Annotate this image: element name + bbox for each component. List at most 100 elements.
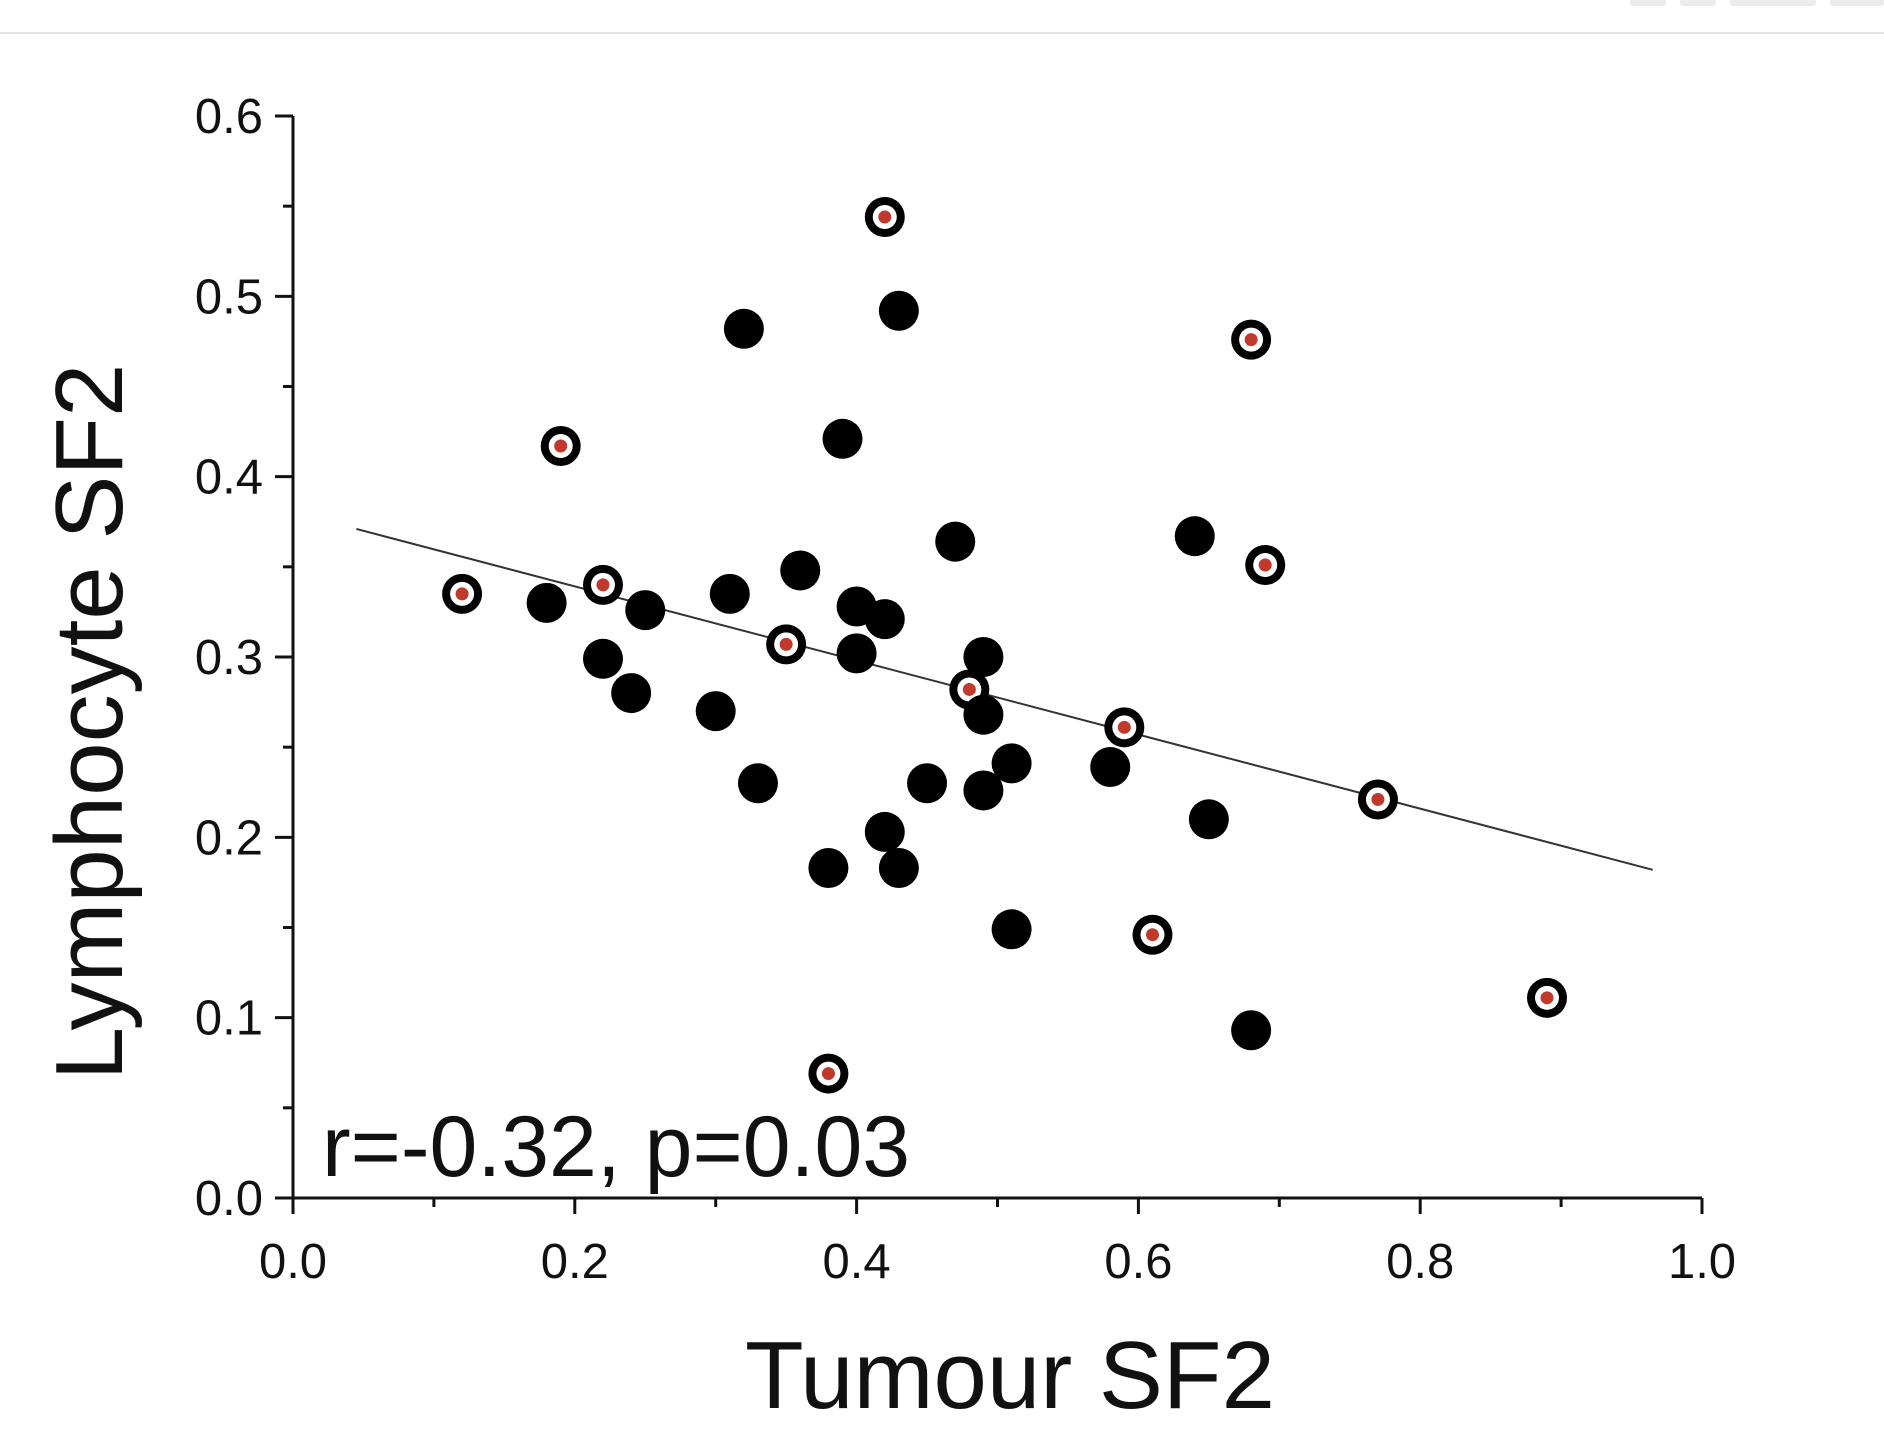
data-point-marker <box>822 418 863 459</box>
data-point-center <box>596 578 610 592</box>
data-point <box>625 590 666 631</box>
correlation-annotation: r=-0.32, p=0.03 <box>322 1099 910 1195</box>
data-point-marker <box>991 743 1032 784</box>
x-tick-label: 0.4 <box>823 1235 891 1289</box>
data-point-marker <box>695 691 736 732</box>
data-point-marker <box>864 811 905 852</box>
data-point <box>963 694 1004 735</box>
data-point-marker <box>1188 799 1229 840</box>
data-point-center <box>1145 928 1159 942</box>
x-tick-label: 0.2 <box>541 1235 609 1289</box>
data-point <box>963 637 1004 677</box>
data-point-marker <box>611 673 652 714</box>
data-point-center <box>1117 720 1131 734</box>
y-tick-label: 0.5 <box>195 270 263 324</box>
data-point <box>1132 914 1173 955</box>
data-point <box>723 308 764 349</box>
data-point <box>540 426 581 467</box>
data-point-marker <box>526 582 567 623</box>
data-point-marker <box>991 909 1032 950</box>
data-points <box>442 196 1568 1094</box>
data-point <box>1104 707 1145 748</box>
data-point <box>878 290 919 331</box>
data-point <box>1527 977 1568 1018</box>
data-point-marker <box>963 770 1004 811</box>
x-tick-label: 0.6 <box>1104 1235 1172 1289</box>
data-point <box>864 811 905 852</box>
regression-line-group <box>356 527 1653 871</box>
x-axis-ticks: 0.0 0.2 0.4 0.6 0.8 1.0 <box>259 1198 1736 1289</box>
data-point <box>907 763 948 804</box>
data-point-marker <box>878 290 919 331</box>
x-tick-label: 0.8 <box>1386 1235 1454 1289</box>
y-tick-label: 0.1 <box>195 992 263 1046</box>
data-point-marker <box>625 590 666 631</box>
y-tick-label: 0.4 <box>195 451 263 505</box>
data-point-center <box>1371 792 1385 806</box>
data-point <box>864 599 905 640</box>
data-point <box>582 564 623 605</box>
data-point-marker <box>808 847 849 888</box>
data-point <box>991 743 1032 784</box>
y-tick-label: 0.3 <box>195 631 263 685</box>
data-point-marker <box>907 763 948 804</box>
data-point-center <box>821 1067 835 1081</box>
data-point <box>780 550 821 591</box>
y-tick-label: 0.2 <box>195 811 263 865</box>
data-point-marker <box>935 521 976 562</box>
data-point-center <box>455 587 469 601</box>
data-point-center <box>1540 991 1554 1005</box>
data-point-marker <box>1174 516 1215 557</box>
data-point <box>1245 545 1286 586</box>
data-point-marker <box>963 637 1004 677</box>
data-point <box>864 196 905 237</box>
data-point-marker <box>1090 747 1131 788</box>
data-point <box>963 770 1004 811</box>
y-tick-label: 0.0 <box>195 1172 263 1226</box>
data-point-center <box>962 682 976 696</box>
data-point-marker <box>963 694 1004 735</box>
data-point <box>1188 799 1229 840</box>
regression-line <box>356 527 1653 871</box>
data-point-center <box>554 439 568 453</box>
y-tick-label: 0.6 <box>195 90 263 144</box>
data-point <box>822 418 863 459</box>
data-point <box>808 1053 849 1094</box>
data-point-marker <box>582 638 623 679</box>
data-point <box>766 624 807 665</box>
toolbar-button[interactable] <box>1730 0 1816 6</box>
toolbar-button[interactable] <box>1630 0 1666 6</box>
toolbar-button[interactable] <box>1830 0 1884 6</box>
data-point-marker <box>878 847 919 888</box>
data-point <box>836 633 877 674</box>
data-point <box>1090 747 1131 788</box>
data-point <box>1231 1010 1272 1051</box>
toolbar-button[interactable] <box>1680 0 1716 6</box>
x-tick-label: 1.0 <box>1668 1235 1736 1289</box>
data-point-center <box>779 637 793 651</box>
data-point <box>935 521 976 562</box>
y-axis-title: Lymphocyte SF2 <box>36 364 143 1081</box>
data-point-marker <box>864 599 905 640</box>
data-point <box>878 847 919 888</box>
x-tick-label: 0.0 <box>259 1235 327 1289</box>
data-point <box>1231 319 1272 360</box>
data-point-marker <box>737 763 778 804</box>
data-point-center <box>878 210 892 224</box>
data-point-center <box>1244 333 1258 347</box>
data-point-marker <box>780 550 821 591</box>
data-point <box>695 691 736 732</box>
data-point-center <box>1258 558 1272 572</box>
data-point <box>582 638 623 679</box>
data-point <box>709 573 750 614</box>
data-point-marker <box>709 573 750 614</box>
toolbar-border <box>0 32 1884 34</box>
data-point <box>808 847 849 888</box>
data-point <box>991 909 1032 950</box>
data-point <box>611 673 652 714</box>
data-point <box>442 573 483 614</box>
data-point-marker <box>836 633 877 674</box>
data-point-marker <box>1231 1010 1272 1051</box>
data-point <box>737 763 778 804</box>
data-point <box>1357 779 1398 820</box>
